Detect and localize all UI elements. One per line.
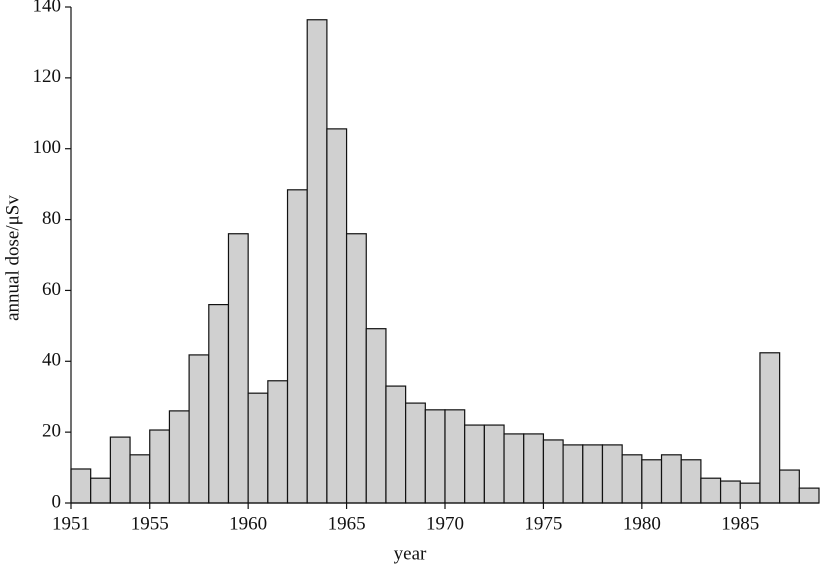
bar xyxy=(109,436,131,504)
bar xyxy=(286,189,308,504)
x-tick-label: 1980 xyxy=(623,513,661,534)
bar xyxy=(306,19,328,504)
bar xyxy=(345,233,367,504)
bar xyxy=(267,380,289,504)
bar xyxy=(542,439,564,504)
bar xyxy=(523,433,545,504)
bar xyxy=(168,410,190,504)
x-tick-label: 1985 xyxy=(721,513,759,534)
bar xyxy=(641,459,663,504)
bar xyxy=(582,444,604,504)
bar xyxy=(739,482,761,504)
x-tick-label: 1975 xyxy=(524,513,562,534)
y-tick-label: 80 xyxy=(42,208,61,229)
bar xyxy=(90,477,111,504)
bar xyxy=(208,304,230,504)
x-axis-label: year xyxy=(394,543,427,564)
bar xyxy=(562,444,584,504)
bar xyxy=(70,468,92,504)
y-tick-label: 20 xyxy=(42,421,61,442)
bar xyxy=(621,454,643,504)
x-tick-label: 1955 xyxy=(131,513,169,534)
x-tick-label: 1970 xyxy=(426,513,464,534)
x-tick-label: 1965 xyxy=(328,513,366,534)
bar xyxy=(464,424,485,504)
y-axis-label: annual dose/μSv xyxy=(2,195,23,321)
bar xyxy=(188,354,210,504)
x-tick-label: 1960 xyxy=(229,513,267,534)
y-tick-label: 120 xyxy=(33,66,62,87)
bar xyxy=(424,409,446,504)
bar xyxy=(444,409,466,504)
bar xyxy=(680,459,702,504)
y-tick-label: 0 xyxy=(52,491,62,512)
bar xyxy=(503,433,525,504)
bar xyxy=(247,392,269,504)
bar xyxy=(227,233,249,504)
bar xyxy=(759,352,781,504)
y-tick-label: 40 xyxy=(42,350,61,371)
y-tick-label: 140 xyxy=(33,0,62,16)
bar xyxy=(700,477,722,504)
bar xyxy=(779,469,800,504)
y-tick-label: 60 xyxy=(42,279,61,300)
bar xyxy=(129,454,151,504)
bar xyxy=(365,328,387,504)
bar xyxy=(326,128,348,504)
bar xyxy=(405,402,426,504)
y-tick-label: 100 xyxy=(33,137,62,158)
bar xyxy=(719,480,741,504)
bar xyxy=(149,429,171,504)
x-tick-label: 1951 xyxy=(52,513,90,534)
bar xyxy=(483,424,505,504)
bar xyxy=(660,454,682,504)
bar xyxy=(385,385,407,504)
bar xyxy=(798,487,820,504)
bar xyxy=(601,444,623,504)
